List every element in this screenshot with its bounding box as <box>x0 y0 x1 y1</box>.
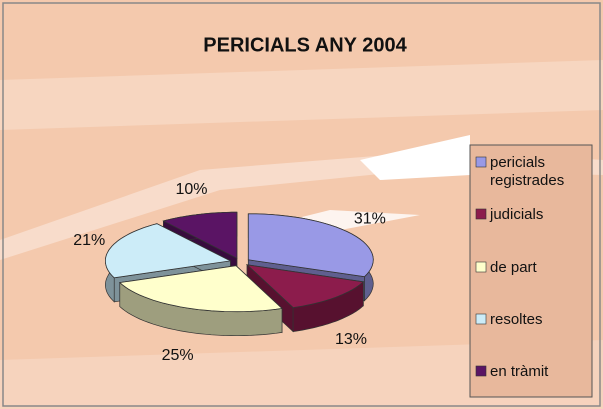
slice-group <box>118 264 283 337</box>
legend-label: resoltes <box>490 311 543 328</box>
legend-swatch <box>475 365 487 377</box>
data-label: 10% <box>175 181 207 198</box>
legend-swatch <box>475 261 487 273</box>
data-label: 31% <box>354 211 386 228</box>
legend-label: pericials registrades <box>490 154 564 189</box>
legend-swatch <box>475 156 487 168</box>
legend-label: en tràmit <box>490 363 549 380</box>
decor <box>360 135 470 180</box>
decor <box>0 340 603 409</box>
legend-swatch <box>475 313 487 325</box>
slice <box>162 211 238 259</box>
legend-label: judicials <box>489 206 543 223</box>
slice <box>247 213 374 278</box>
data-label: 25% <box>162 347 194 364</box>
data-label: 13% <box>335 331 367 348</box>
data-label: 21% <box>73 232 105 249</box>
legend-swatch <box>475 208 487 220</box>
slice <box>105 223 232 279</box>
slice <box>118 265 283 313</box>
decor <box>0 60 603 130</box>
chart-title: PERICIALS ANY 2004 <box>203 34 407 56</box>
legend <box>469 144 593 398</box>
legend-label: de part <box>490 259 538 276</box>
slice <box>245 264 365 309</box>
